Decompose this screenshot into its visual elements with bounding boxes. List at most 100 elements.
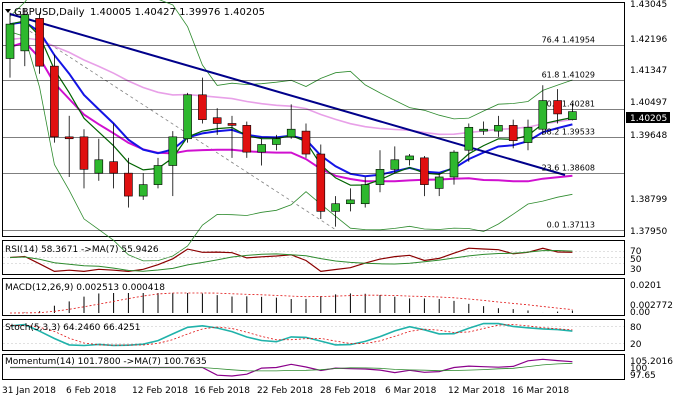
rsi-label: RSI(14) 58.3671 ->MA(7) 55.9426 — [5, 245, 159, 255]
candle-body — [227, 123, 237, 126]
candle-body — [479, 128, 488, 132]
candle-body — [242, 125, 252, 153]
candle-body — [212, 117, 222, 124]
stoch-panel — [3, 322, 624, 347]
rsi-ma-line — [9, 249, 573, 272]
fibonacci-levels: 76.4 1.41954 61.8 1.41029 50.0 1.40281 38.2… — [3, 36, 624, 231]
momentum-tick: 105.2016 — [630, 357, 673, 367]
macd-label: MACD(12,26,9) 0.002513 0.000418 — [5, 283, 165, 293]
fib-level-label: 61.8 1.41029 — [542, 71, 595, 80]
ma-magenta-line — [9, 41, 573, 183]
candle-body — [449, 151, 459, 178]
candle-body — [434, 176, 444, 189]
date-axis: 31 Jan 2018 6 Feb 2018 12 Feb 2018 16 Fe… — [2, 386, 569, 396]
momentum-panel — [10, 358, 573, 377]
momentum-tick: 97.65 — [630, 371, 656, 381]
ohlc-label: 1.40005 1.40427 1.39976 1.40205 — [90, 7, 265, 18]
candle-body — [168, 136, 178, 166]
date-tick: 28 Feb 2018 — [320, 386, 376, 396]
date-tick: 6 Feb 2018 — [66, 386, 117, 396]
candle-body — [553, 100, 562, 115]
fib-level-label: 0.0 1.37113 — [547, 221, 595, 230]
candle-body — [79, 136, 89, 170]
candle-body — [508, 125, 518, 141]
momentum-label: Momentum(14) 101.7800 ->MA(7) 100.7635 — [5, 357, 207, 367]
price-tick: 1.42196 — [630, 35, 667, 45]
candle-body — [124, 172, 133, 197]
rsi-tick: 50 — [630, 255, 642, 265]
fib-level-label: 23.6 1.38608 — [542, 164, 595, 173]
dashed-trendline — [24, 27, 336, 231]
panel-frames — [2, 2, 625, 380]
price-tick: 1.40497 — [630, 98, 667, 108]
candle-body — [405, 155, 414, 161]
candle-body — [390, 159, 400, 170]
candle-body — [109, 161, 118, 174]
price-tick: 1.39648 — [630, 131, 667, 141]
candle-body — [286, 128, 296, 138]
main-panel-frame — [2, 2, 625, 237]
chart-header: GBPUSD,Daily 1.40005 1.40427 1.39976 1.4… — [5, 7, 265, 18]
date-tick: 12 Mar 2018 — [448, 386, 505, 396]
candle-body — [153, 165, 163, 185]
current-price-label: 1.40205 — [630, 114, 667, 124]
candle-body — [257, 144, 266, 153]
candle-body — [64, 136, 74, 140]
candle-body — [183, 94, 192, 140]
candle-body — [331, 203, 340, 212]
symbol-label: GBPUSD,Daily — [14, 7, 85, 18]
candle-body — [375, 169, 385, 185]
candle-body — [464, 126, 474, 151]
candle-body — [35, 18, 44, 67]
macd-panel-frame — [2, 278, 625, 316]
current-price-box — [626, 112, 670, 123]
fib-level-label: 76.4 1.41954 — [542, 36, 595, 45]
collapse-triangle-icon[interactable] — [5, 9, 11, 13]
macd-tick: 0.002772 — [630, 301, 673, 311]
candle-body — [494, 125, 503, 132]
price-tick: 1.41347 — [630, 66, 667, 76]
date-tick: 6 Mar 2018 — [385, 386, 437, 396]
fib-level-label: 38.2 1.39533 — [542, 128, 595, 137]
candle-body — [198, 94, 207, 120]
price-tick: 1.38799 — [630, 195, 667, 205]
candle-body — [316, 153, 326, 212]
candle-body — [360, 184, 370, 205]
candle-body — [301, 130, 311, 155]
candle-body — [5, 23, 15, 59]
date-tick: 12 Feb 2018 — [132, 386, 188, 396]
rsi-tick: 70 — [630, 247, 642, 257]
stoch-tick: 20 — [630, 340, 642, 350]
rsi-panel — [3, 247, 624, 273]
macd-tick: 0.00 — [630, 308, 650, 318]
price-axis: 1.43045 1.42196 1.41347 1.40497 1.39648 … — [626, 0, 670, 237]
stoch-tick: 80 — [630, 323, 642, 333]
candle-body — [538, 100, 548, 130]
candles — [5, 8, 577, 227]
candle-body — [138, 184, 148, 197]
price-tick: 1.43045 — [630, 0, 667, 10]
stoch-panel-frame — [2, 319, 625, 351]
stoch-label: Stoch(5,3,3) 64.2460 66.4251 — [5, 323, 140, 333]
date-tick: 31 Jan 2018 — [2, 386, 56, 396]
macd-panel — [9, 292, 573, 314]
momentum-ma-line — [10, 362, 573, 372]
price-tick: 1.37950 — [630, 227, 667, 237]
date-tick: 22 Feb 2018 — [257, 386, 313, 396]
candle-body — [420, 157, 429, 185]
candle-body — [50, 65, 59, 138]
candle-body — [272, 138, 281, 145]
rsi-panel-frame — [2, 240, 625, 275]
candle-body — [523, 126, 533, 143]
candle-body — [568, 111, 577, 120]
candle-body — [94, 159, 104, 174]
macd-tick: 0.0201 — [630, 281, 662, 291]
stoch-signal-line — [9, 324, 573, 346]
candle-body — [20, 14, 30, 52]
date-tick: 16 Mar 2018 — [512, 386, 569, 396]
fib-level-label: 50.0 1.40281 — [542, 100, 595, 109]
candle-body — [346, 199, 355, 205]
date-tick: 16 Feb 2018 — [194, 386, 250, 396]
momentum-panel-frame — [2, 354, 625, 380]
